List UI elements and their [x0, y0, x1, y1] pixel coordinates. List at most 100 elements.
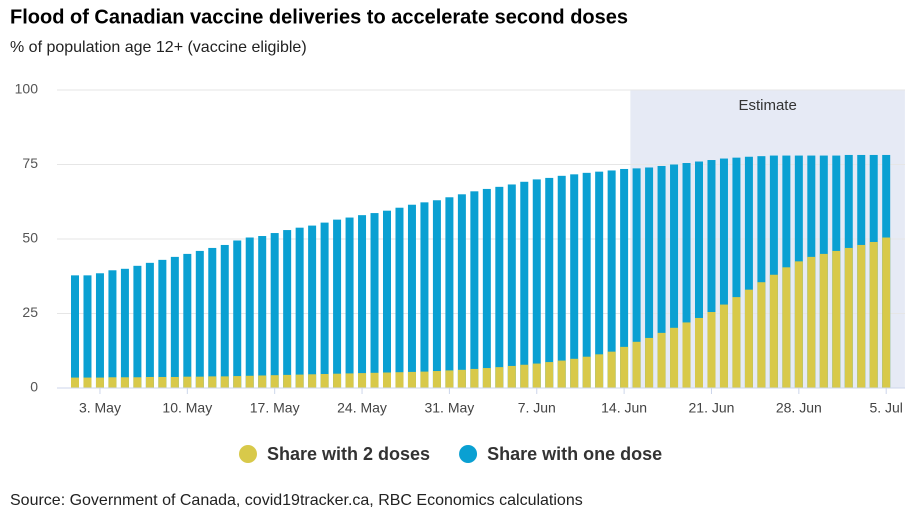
bar	[170, 376, 179, 388]
bar	[83, 377, 92, 388]
chart-subtitle: % of population age 12+ (vaccine eligibl…	[10, 39, 307, 56]
bar	[757, 282, 766, 388]
bar	[595, 171, 604, 388]
bar	[320, 222, 329, 388]
bar	[457, 194, 466, 388]
bar	[482, 368, 491, 388]
bar	[233, 240, 242, 388]
bar	[283, 374, 292, 388]
bar	[245, 375, 254, 388]
bar	[245, 237, 254, 388]
x-tick-label: 21. Jun	[689, 400, 735, 416]
bar	[657, 165, 666, 388]
y-tick-label: 100	[15, 81, 39, 97]
bar	[682, 322, 691, 388]
x-tick-label: 17. May	[250, 400, 300, 416]
bar	[707, 160, 716, 388]
bar	[495, 367, 504, 388]
bar	[220, 376, 229, 388]
bar	[95, 377, 104, 388]
bar	[507, 365, 516, 388]
bar	[158, 259, 167, 388]
legend-label: Share with one dose	[487, 444, 662, 464]
bar	[95, 273, 104, 388]
bar	[695, 317, 703, 388]
bar	[270, 233, 279, 388]
x-tick-label: 31. May	[424, 400, 474, 416]
bar	[782, 267, 791, 388]
bar	[370, 372, 379, 388]
bar	[420, 202, 429, 388]
legend-swatch	[239, 445, 257, 463]
bar	[195, 250, 204, 388]
bar	[470, 191, 479, 388]
bar	[158, 376, 167, 388]
bar	[383, 372, 391, 388]
bar	[570, 174, 579, 388]
bar	[744, 289, 753, 388]
bar	[133, 265, 142, 388]
bar	[345, 217, 354, 388]
bar	[383, 210, 391, 388]
bar	[445, 197, 454, 388]
bar	[595, 354, 604, 388]
bar	[520, 364, 529, 388]
bar	[482, 188, 491, 388]
bar	[857, 244, 866, 388]
bar	[83, 275, 92, 388]
bar	[195, 376, 204, 388]
x-tick-label: 14. Jun	[601, 400, 647, 416]
bar	[108, 377, 117, 388]
bar	[719, 158, 728, 388]
source-note: Source: Government of Canada, covid19tra…	[10, 492, 583, 509]
bar	[258, 236, 267, 388]
bar	[170, 256, 179, 388]
bar	[757, 156, 766, 388]
y-tick-label: 25	[22, 304, 38, 320]
bar	[145, 262, 154, 388]
bar	[557, 175, 566, 388]
bar	[358, 373, 367, 388]
bar	[120, 377, 129, 388]
bar	[320, 373, 329, 388]
bar	[258, 375, 267, 388]
bar	[869, 241, 878, 388]
bar	[333, 373, 342, 388]
x-tick-label: 3. May	[79, 400, 121, 416]
bar	[769, 155, 778, 388]
bar	[794, 261, 803, 388]
bar	[233, 376, 242, 388]
bar	[133, 377, 142, 388]
bar	[744, 156, 753, 388]
bar	[395, 207, 404, 388]
bar	[532, 363, 541, 388]
bar	[432, 200, 441, 388]
bar	[407, 204, 416, 388]
bar	[670, 164, 679, 388]
bar	[670, 327, 679, 388]
legend-swatch	[459, 445, 478, 463]
bar	[71, 377, 79, 388]
x-tick-label: 24. May	[337, 400, 387, 416]
bar	[183, 253, 192, 388]
bar	[457, 369, 466, 388]
bar	[620, 346, 629, 388]
bar	[570, 358, 579, 388]
bar	[632, 341, 641, 388]
x-tick-label: 5. Jul	[869, 400, 902, 416]
bar	[220, 244, 229, 388]
bar	[632, 168, 641, 388]
bar	[607, 351, 616, 388]
bar	[557, 360, 566, 388]
y-tick-label: 75	[22, 155, 38, 171]
bar	[308, 225, 317, 388]
bar	[532, 179, 541, 388]
bar	[71, 275, 79, 388]
bar	[832, 250, 841, 388]
bar	[844, 247, 853, 388]
x-tick-label: 28. Jun	[776, 400, 822, 416]
x-tick-label: 7. Jun	[518, 400, 556, 416]
bar	[208, 247, 217, 388]
bar	[270, 375, 279, 388]
